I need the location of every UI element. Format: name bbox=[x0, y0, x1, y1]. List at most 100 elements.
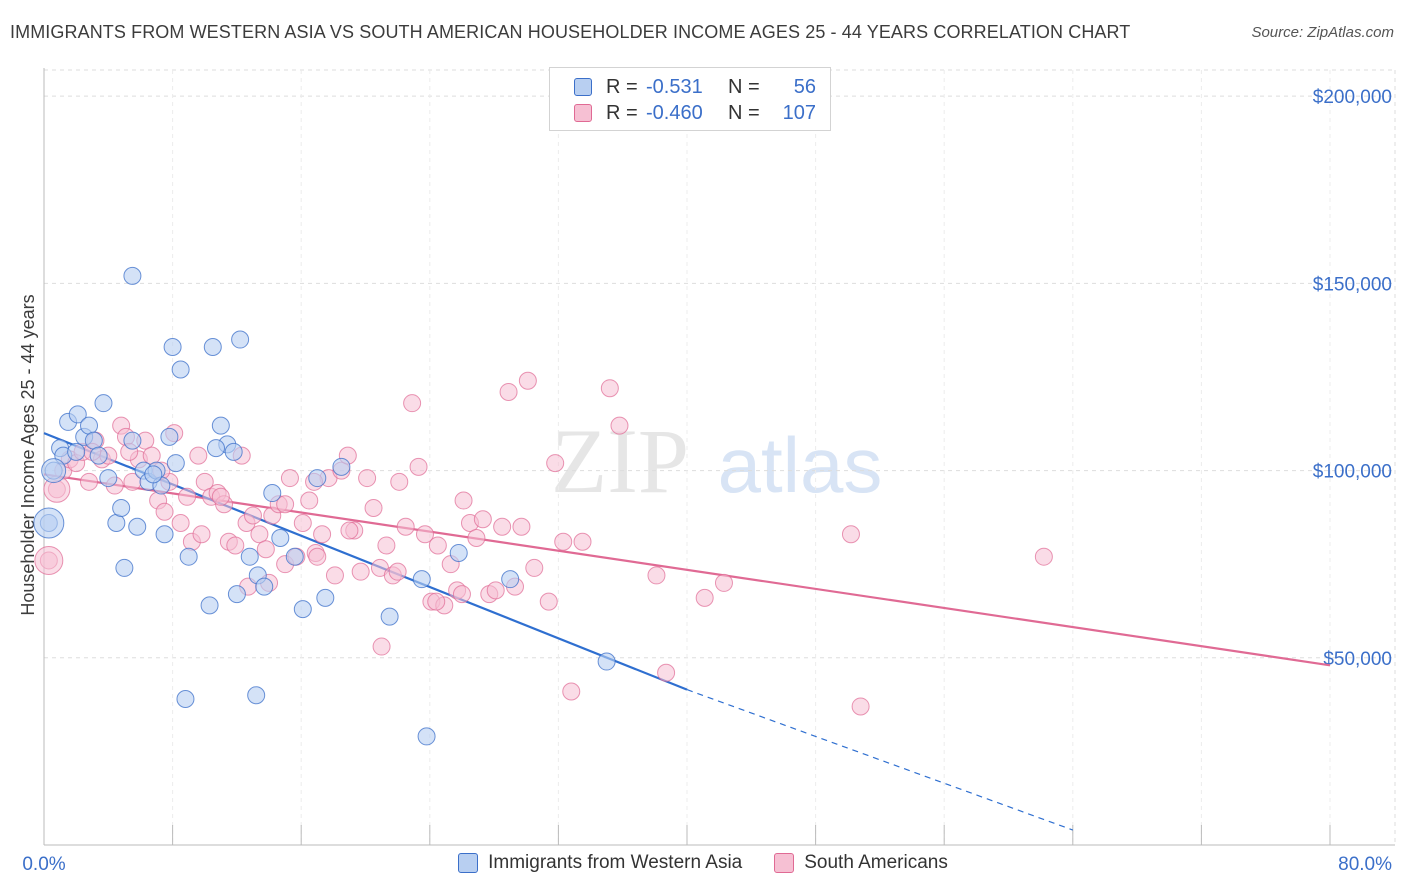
legend-row-pink: R = -0.460 N = 107 bbox=[574, 101, 816, 125]
point-western-asia bbox=[263, 484, 282, 503]
source-label[interactable]: Source: ZipAtlas.com bbox=[1251, 24, 1394, 41]
point-south-americans bbox=[1034, 547, 1053, 566]
y-tick-label: $100,000 bbox=[1313, 462, 1392, 483]
point-south-americans bbox=[427, 592, 446, 611]
watermark: ZIP atlas bbox=[551, 410, 882, 512]
point-south-americans bbox=[293, 514, 312, 532]
point-south-americans bbox=[243, 506, 262, 525]
point-western-asia bbox=[84, 431, 103, 450]
series-south-americans bbox=[34, 371, 1053, 716]
point-south-americans bbox=[486, 581, 505, 600]
point-south-americans bbox=[390, 472, 409, 491]
point-western-asia bbox=[285, 547, 304, 566]
point-south-americans bbox=[695, 588, 714, 607]
point-south-americans bbox=[178, 487, 197, 506]
point-south-americans bbox=[280, 469, 299, 488]
point-south-americans bbox=[499, 382, 518, 401]
point-south-americans bbox=[189, 446, 208, 465]
series-legend: Immigrants from Western Asia South Ameri… bbox=[0, 852, 1406, 874]
y-tick-label: $150,000 bbox=[1313, 274, 1392, 295]
legend-swatch-blue bbox=[574, 78, 592, 96]
point-western-asia-large bbox=[41, 458, 67, 484]
series-immigrants-western-asia bbox=[33, 266, 616, 746]
point-south-americans bbox=[525, 558, 544, 577]
point-western-asia bbox=[200, 596, 219, 615]
legend-n-label: N = bbox=[728, 101, 760, 124]
point-south-americans bbox=[851, 697, 870, 716]
legend-swatch-blue bbox=[458, 853, 479, 873]
point-western-asia bbox=[501, 570, 520, 589]
point-south-americans bbox=[554, 532, 573, 551]
point-south-americans bbox=[467, 528, 486, 547]
point-western-asia bbox=[67, 442, 86, 461]
point-western-asia bbox=[316, 588, 335, 607]
point-western-asia bbox=[308, 469, 327, 488]
point-south-americans bbox=[573, 532, 592, 551]
point-western-asia bbox=[107, 514, 126, 532]
point-south-americans bbox=[841, 525, 860, 544]
point-south-americans bbox=[415, 525, 434, 544]
legend-r-value: -0.531 bbox=[646, 75, 703, 98]
point-western-asia bbox=[115, 558, 134, 577]
point-south-americans bbox=[714, 573, 733, 592]
point-western-asia bbox=[123, 431, 142, 450]
x-tick-labels: 0.0% 80.0% bbox=[22, 854, 1392, 875]
x-tick-label: 80.0% bbox=[1338, 854, 1392, 875]
point-south-americans bbox=[358, 469, 377, 488]
point-western-asia bbox=[224, 442, 243, 461]
legend-n-label: N = bbox=[728, 75, 760, 98]
axes bbox=[43, 68, 1395, 846]
point-western-asia bbox=[247, 686, 266, 705]
point-western-asia bbox=[166, 454, 185, 473]
chart-title: IMMIGRANTS FROM WESTERN ASIA VS SOUTH AM… bbox=[10, 22, 1131, 42]
point-western-asia bbox=[123, 266, 142, 285]
legend-n-value: 107 bbox=[782, 101, 816, 124]
legend-r-value: -0.460 bbox=[646, 101, 703, 124]
point-western-asia bbox=[211, 416, 230, 435]
point-south-americans bbox=[518, 371, 537, 390]
legend-item-western-asia[interactable]: Immigrants from Western Asia bbox=[458, 852, 742, 874]
point-south-americans bbox=[539, 592, 558, 611]
point-western-asia bbox=[597, 652, 616, 671]
point-south-americans bbox=[171, 514, 190, 532]
point-south-americans bbox=[276, 495, 295, 514]
point-south-americans bbox=[372, 637, 391, 656]
point-south-americans bbox=[211, 487, 230, 506]
correlation-legend: R = -0.531 N = 56 R = -0.460 N = 107 bbox=[549, 67, 831, 131]
point-western-asia bbox=[179, 547, 198, 566]
legend-item-south-americans[interactable]: South Americans bbox=[774, 852, 948, 874]
legend-r-label: R = bbox=[606, 75, 638, 98]
point-south-americans bbox=[657, 663, 676, 682]
trend-line-western-asia-extension bbox=[686, 689, 1074, 831]
point-south-americans bbox=[562, 682, 581, 701]
point-western-asia bbox=[176, 689, 195, 708]
point-western-asia bbox=[203, 338, 222, 357]
point-western-asia bbox=[144, 465, 163, 484]
point-south-americans bbox=[610, 416, 629, 435]
legend-swatch-pink bbox=[774, 853, 795, 873]
point-south-americans bbox=[647, 566, 666, 585]
point-western-asia bbox=[99, 469, 118, 488]
point-south-americans bbox=[364, 499, 383, 518]
point-western-asia bbox=[227, 585, 246, 604]
point-western-asia bbox=[271, 528, 290, 547]
watermark-atlas: atlas bbox=[718, 421, 883, 509]
point-south-americans bbox=[403, 394, 422, 413]
point-western-asia bbox=[163, 338, 182, 357]
point-south-americans bbox=[351, 562, 370, 581]
point-south-americans bbox=[473, 510, 492, 529]
point-western-asia bbox=[89, 446, 108, 465]
x-tick-label: 0.0% bbox=[22, 854, 65, 875]
point-south-americans bbox=[428, 536, 447, 555]
y-axis-label: Householder Income Ages 25 - 44 years bbox=[18, 294, 38, 615]
point-western-asia bbox=[255, 577, 274, 596]
legend-n-value: 56 bbox=[793, 75, 816, 98]
point-western-asia bbox=[128, 517, 147, 536]
point-south-americans bbox=[388, 562, 407, 581]
point-south-americans bbox=[325, 566, 344, 585]
point-south-americans bbox=[155, 502, 174, 521]
point-south-americans bbox=[256, 540, 275, 559]
point-south-americans bbox=[300, 491, 319, 510]
point-western-asia bbox=[380, 607, 399, 626]
